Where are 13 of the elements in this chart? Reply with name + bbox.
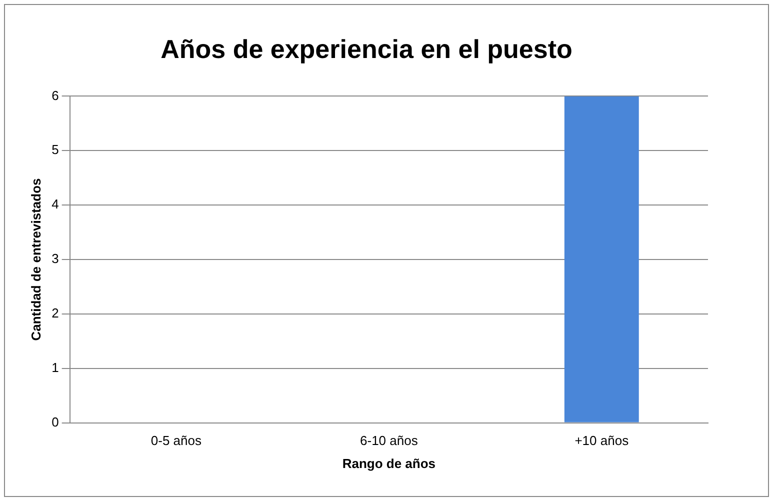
y-tick-label: 4 [52, 196, 59, 212]
y-tick-label: 1 [52, 360, 59, 375]
y-tick-label: 2 [52, 306, 59, 321]
y-tick-label: 6 [52, 88, 59, 103]
x-tick-label: 0-5 años [150, 433, 202, 448]
x-tick-label: +10 años [574, 433, 630, 448]
chart-title: Años de experiencia en el puesto [160, 34, 572, 64]
y-tick-label: 5 [52, 142, 59, 158]
x-tick-label: 6-10 años [360, 433, 418, 448]
y-tick-label: 0 [52, 414, 59, 430]
x-axis-title: Rango de años [342, 456, 436, 471]
y-axis-title: Cantidad de entrevistados [28, 178, 44, 341]
y-tick-label: 3 [52, 251, 59, 266]
